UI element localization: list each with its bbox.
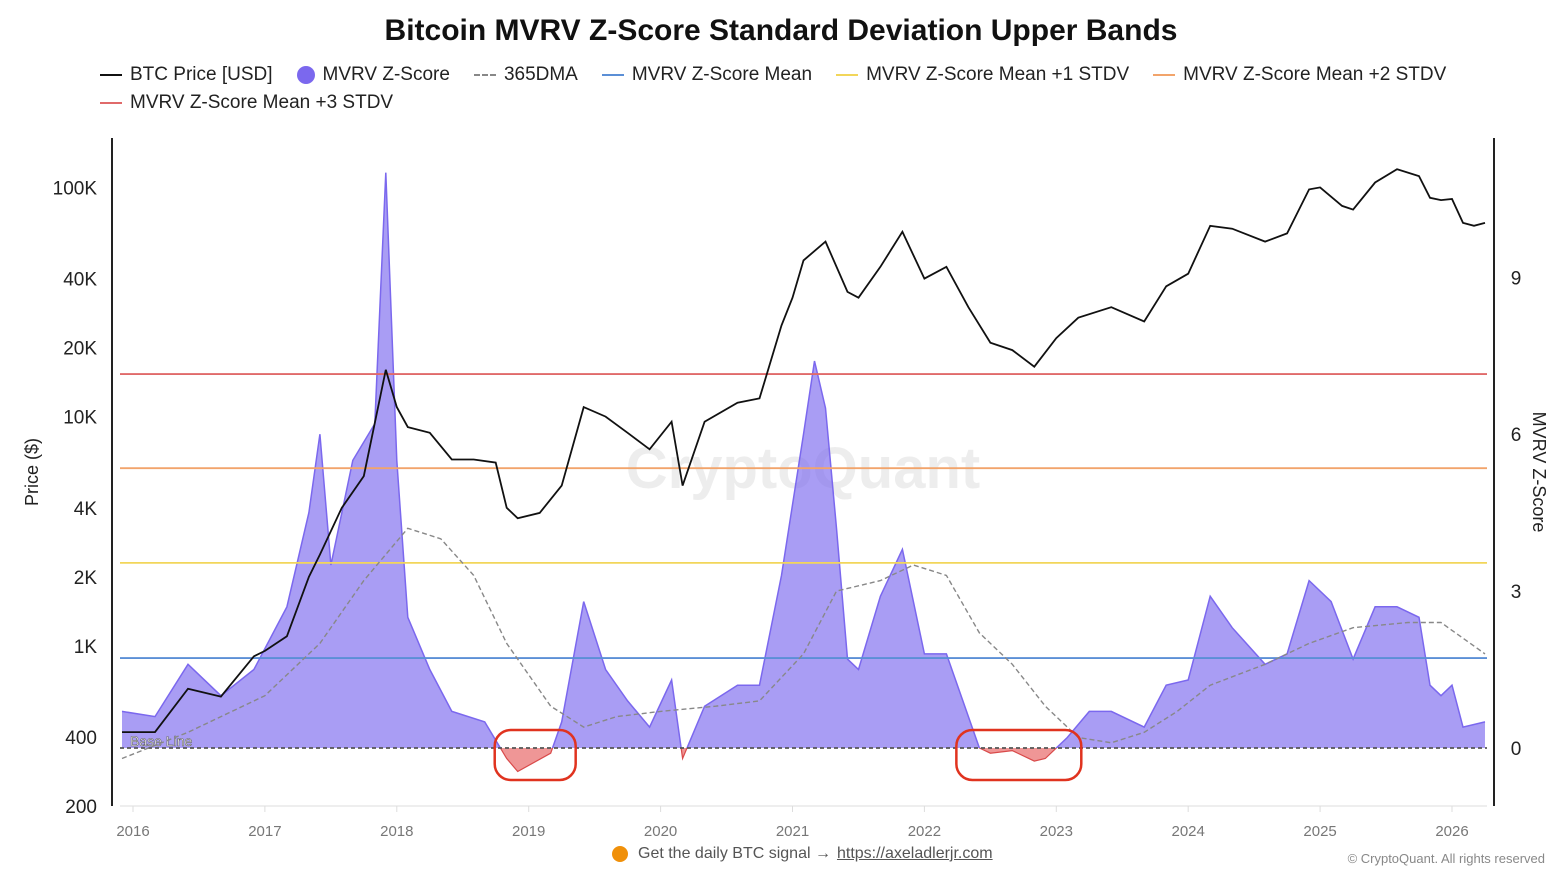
copyright: © CryptoQuant. All rights reserved <box>1347 851 1545 866</box>
btc-price-line <box>122 168 1486 733</box>
legend-label: 365DMA <box>503 64 578 85</box>
x-tick-label: 2017 <box>248 823 281 840</box>
signal-text: Get the daily BTC signal → <box>638 845 831 862</box>
right-tick-label: 9 <box>1511 268 1522 289</box>
chart-title: Bitcoin MVRV Z-Score Standard Deviation … <box>384 14 1178 47</box>
x-tick-label: 2023 <box>1040 823 1073 840</box>
line-swatch-icon <box>1153 74 1176 76</box>
legend-label: MVRV Z-Score Mean <box>631 64 813 85</box>
left-tick-label: 20K <box>63 339 97 360</box>
legend-item-stdv1[interactable]: MVRV Z-Score Mean +1 STDV <box>836 64 1129 86</box>
legend-label: MVRV Z-Score Mean +1 STDV <box>866 64 1130 85</box>
legend-item-stdv2[interactable]: MVRV Z-Score Mean +2 STDV <box>1153 64 1446 86</box>
baseline-label: Base Line <box>130 733 192 749</box>
legend-item-stdv3[interactable]: MVRV Z-Score Mean +3 STDV <box>100 92 393 114</box>
right-axis-title: MVRV Z-Score <box>1529 412 1549 533</box>
legend-item-btc-price[interactable]: BTC Price [USD] <box>100 64 273 86</box>
left-tick-label: 400 <box>65 728 97 749</box>
dot-swatch-icon <box>296 66 315 84</box>
x-tick-label: 2022 <box>908 823 941 840</box>
legend-label: BTC Price [USD] <box>130 64 273 85</box>
right-tick-label: 0 <box>1511 739 1522 760</box>
x-tick-label: 2024 <box>1172 823 1205 840</box>
right-tick-label: 3 <box>1511 582 1522 603</box>
line-swatch-icon <box>836 74 859 76</box>
footer: Get the daily BTC signal → https://axela… <box>612 845 993 863</box>
legend: BTC Price [USD] MVRV Z-Score 365DMA MVRV… <box>100 64 1520 114</box>
x-tick-label: 2026 <box>1435 823 1468 840</box>
left-tick-label: 200 <box>65 797 97 818</box>
left-tick-label: 100K <box>53 178 98 199</box>
highlight-box <box>493 728 577 782</box>
line-swatch-icon <box>601 74 624 76</box>
left-tick-label: 4K <box>74 499 98 520</box>
line-swatch-icon <box>100 74 122 76</box>
right-tick-label: 6 <box>1511 425 1522 446</box>
x-tick-label: 2020 <box>644 823 677 840</box>
left-tick-label: 40K <box>63 270 97 291</box>
x-tick-label: 2016 <box>116 823 149 840</box>
coin-icon <box>612 846 628 862</box>
x-tick-label: 2019 <box>512 823 545 840</box>
dashed-swatch-icon <box>473 74 496 76</box>
x-tick-label: 2025 <box>1303 823 1336 840</box>
line-swatch-icon <box>100 102 122 104</box>
legend-label: MVRV Z-Score <box>322 64 450 85</box>
legend-label: MVRV Z-Score Mean +2 STDV <box>1183 64 1447 85</box>
legend-item-mvrv-zscore[interactable]: MVRV Z-Score <box>296 64 450 86</box>
left-tick-label: 2K <box>74 568 98 589</box>
dma365-line <box>121 527 1486 760</box>
legend-item-365dma[interactable]: 365DMA <box>473 64 578 86</box>
legend-label: MVRV Z-Score Mean +3 STDV <box>130 92 394 113</box>
left-tick-label: 1K <box>74 637 98 658</box>
signal-link[interactable]: https://axeladlerjr.com <box>836 845 993 862</box>
x-tick-label: 2021 <box>776 823 809 840</box>
x-tick-label: 2018 <box>380 823 413 840</box>
zscore-area-positive <box>122 172 1485 748</box>
legend-item-mean[interactable]: MVRV Z-Score Mean <box>601 64 813 86</box>
highlight-box <box>955 728 1083 782</box>
left-axis-title: Price ($) <box>22 438 42 506</box>
left-tick-label: 10K <box>63 408 97 429</box>
